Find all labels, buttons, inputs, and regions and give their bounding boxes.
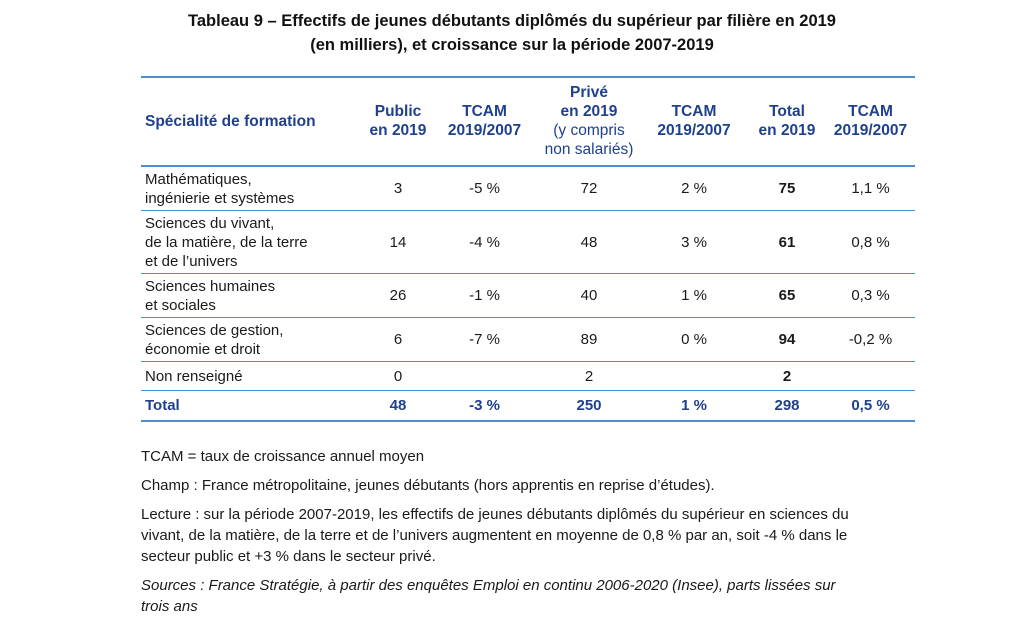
- row-label-line: Non renseigné: [145, 367, 243, 385]
- header-prive-l3: (y compris: [553, 122, 625, 139]
- cell-prive: 89: [580, 331, 598, 348]
- cell-public: 3: [393, 180, 403, 197]
- cell-total: 65: [778, 287, 796, 304]
- header-tcam1-l1: TCAM: [462, 103, 507, 120]
- header-tcam-public: TCAM 2019/2007: [431, 77, 538, 166]
- row-label: Non renseigné: [141, 362, 365, 391]
- header-tcam2-l1: TCAM: [671, 103, 717, 120]
- header-public-l1: Public: [374, 103, 422, 120]
- table-row: Sciences de gestion, économie et droit 6…: [141, 318, 915, 362]
- header-prive-l4: non salariés): [544, 141, 634, 158]
- cell-tcam-prive: 2 %: [681, 180, 707, 197]
- table-notes: TCAM = taux de croissance annuel moyen C…: [141, 446, 931, 625]
- cell-tcam-prive: [640, 362, 748, 391]
- cell-tcam-public: -7 %: [469, 331, 500, 348]
- header-public: Public en 2019: [365, 77, 431, 166]
- note-sources: Sources : France Stratégie, à partir des…: [141, 575, 931, 617]
- note-lecture-line: vivant, de la matière, de la terre et de…: [141, 527, 848, 544]
- row-label: Sciences de gestion, économie et droit: [141, 318, 365, 362]
- note-sources-line: Sources : France Stratégie, à partir des…: [141, 577, 836, 594]
- note-sources-line: trois ans: [141, 598, 198, 615]
- header-tcam3-l1: TCAM: [848, 103, 893, 120]
- row-label-line: et de l’univers: [145, 252, 238, 270]
- header-specialite: Spécialité de formation: [145, 112, 316, 130]
- cell-public: 14: [389, 233, 407, 251]
- header-total-l2: en 2019: [758, 122, 816, 139]
- cell-prive: 72: [580, 180, 598, 197]
- note-lecture-line: Lecture : sur la période 2007-2019, les …: [141, 506, 849, 523]
- cell-tcam-total: [826, 362, 915, 391]
- header-tcam-prive: TCAM 2019/2007: [640, 77, 748, 166]
- header-tcam3-l2: 2019/2007: [833, 122, 908, 139]
- total-label: Total: [145, 397, 180, 414]
- cell-prive: 40: [580, 287, 598, 304]
- row-label-line: de la matière, de la terre: [145, 233, 308, 251]
- total-total: 298: [774, 397, 800, 414]
- table-row: Sciences humaines et sociales 26 -1 % 40…: [141, 274, 915, 318]
- row-label-line: Sciences du vivant,: [145, 214, 275, 232]
- total-tcam-prive: 1 %: [681, 397, 707, 414]
- note-tcam: TCAM = taux de croissance annuel moyen: [141, 448, 425, 465]
- table-row: Mathématiques, ingénierie et systèmes 3 …: [141, 166, 915, 211]
- row-label-line: Sciences humaines: [145, 277, 276, 295]
- header-total-l1: Total: [769, 103, 805, 120]
- cell-tcam-public: [431, 362, 538, 391]
- header-prive-l1: Privé: [570, 84, 608, 101]
- cell-tcam-prive: 3 %: [681, 233, 707, 251]
- cell-tcam-prive: 1 %: [681, 287, 707, 304]
- header-public-l2: en 2019: [369, 122, 427, 139]
- table-row: Non renseigné 0 2 2: [141, 362, 915, 391]
- cell-tcam-public: -1 %: [469, 287, 500, 304]
- cell-public: 26: [389, 287, 407, 304]
- cell-tcam-total: 0,3 %: [851, 287, 890, 304]
- cell-tcam-public: -4 %: [469, 233, 500, 251]
- cell-tcam-total: 1,1 %: [851, 180, 890, 197]
- note-lecture: Lecture : sur la période 2007-2019, les …: [141, 504, 931, 567]
- cell-total: 75: [778, 180, 796, 197]
- header-tcam1-l2: 2019/2007: [447, 122, 522, 139]
- row-label: Sciences du vivant, de la matière, de la…: [141, 211, 365, 274]
- note-champ: Champ : France métropolitaine, jeunes dé…: [141, 477, 715, 494]
- total-row: Total 48 -3 % 250 1 % 298 0,5 %: [141, 390, 915, 421]
- total-tcam-total: 0,5 %: [851, 397, 890, 414]
- cell-total: 61: [778, 233, 796, 251]
- row-label-line: Sciences de gestion,: [145, 321, 284, 339]
- note-lecture-line: secteur public et +3 % dans le secteur p…: [141, 548, 436, 565]
- row-label: Sciences humaines et sociales: [141, 274, 365, 318]
- row-label-line: économie et droit: [145, 340, 261, 358]
- cell-total: 2: [782, 367, 792, 385]
- row-label: Mathématiques, ingénierie et systèmes: [141, 166, 365, 211]
- cell-prive: 2: [584, 367, 594, 385]
- data-table: Spécialité de formation Public en 2019 T…: [141, 76, 915, 422]
- table-title: Tableau 9 – Effectifs de jeunes débutant…: [0, 9, 1024, 57]
- row-label-line: ingénierie et systèmes: [145, 189, 295, 207]
- header-row: Spécialité de formation Public en 2019 T…: [141, 77, 915, 166]
- row-label-line: Mathématiques,: [145, 170, 252, 188]
- cell-public: 6: [393, 331, 403, 348]
- header-total: Total en 2019: [748, 77, 826, 166]
- total-tcam-public: -3 %: [469, 397, 500, 414]
- title-line-2: (en milliers), et croissance sur la péri…: [310, 36, 714, 54]
- cell-tcam-total: 0,8 %: [851, 233, 890, 251]
- cell-tcam-total: -0,2 %: [848, 331, 893, 348]
- table-row: Sciences du vivant, de la matière, de la…: [141, 211, 915, 274]
- total-public: 48: [389, 397, 407, 414]
- row-label-line: et sociales: [145, 296, 216, 314]
- title-line-1: Tableau 9 – Effectifs de jeunes débutant…: [188, 12, 836, 30]
- cell-total: 94: [778, 331, 796, 348]
- header-prive-l2: en 2019: [560, 103, 618, 120]
- header-tcam2-l2: 2019/2007: [657, 122, 731, 139]
- cell-tcam-prive: 0 %: [681, 331, 707, 348]
- header-tcam-total: TCAM 2019/2007: [826, 77, 915, 166]
- total-prive: 250: [576, 397, 602, 414]
- header-prive: Privé en 2019 (y compris non salariés): [538, 77, 640, 166]
- cell-prive: 48: [580, 233, 598, 251]
- cell-tcam-public: -5 %: [469, 180, 500, 197]
- cell-public: 0: [393, 367, 403, 385]
